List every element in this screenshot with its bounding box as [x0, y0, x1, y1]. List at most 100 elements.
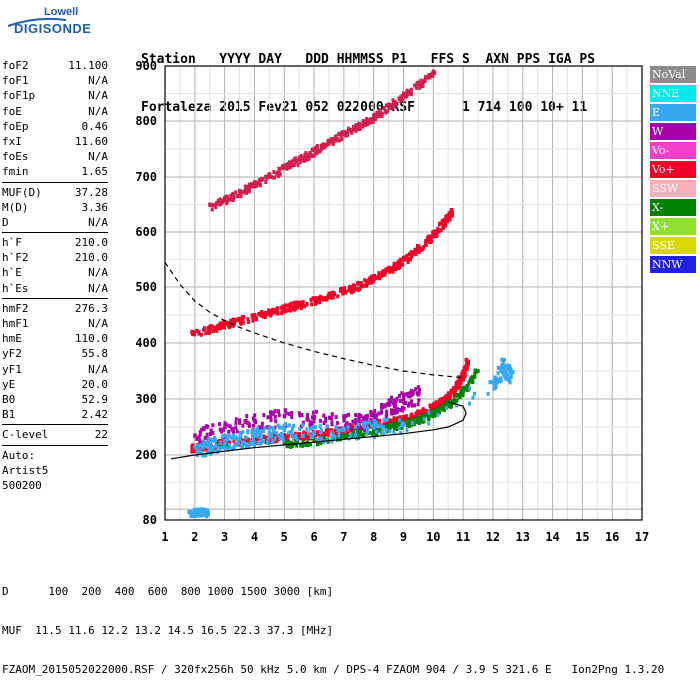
echo-point	[283, 408, 287, 413]
echo-point	[355, 123, 359, 128]
echo-point	[299, 306, 303, 311]
echo-point	[203, 435, 207, 440]
echo-point	[193, 433, 197, 438]
echo-point	[231, 433, 235, 438]
echo-point	[428, 73, 432, 78]
echo-point	[342, 286, 346, 292]
echo-point	[417, 249, 421, 254]
echo-point	[287, 160, 291, 165]
echo-point	[392, 398, 396, 403]
echo-point	[409, 399, 413, 404]
echo-point	[263, 426, 267, 431]
echo-point	[301, 439, 305, 444]
echo-point	[198, 432, 202, 437]
echo-point	[210, 324, 214, 329]
echo-point	[207, 330, 211, 335]
echo-point	[254, 315, 258, 320]
echo-point	[501, 371, 505, 376]
echo-point	[417, 387, 421, 392]
echo-point	[448, 394, 452, 399]
echo-point	[398, 415, 402, 420]
echo-point	[370, 274, 374, 279]
echo-point	[417, 420, 421, 425]
echo-point	[500, 357, 504, 362]
echo-point	[259, 313, 263, 318]
echo-point	[296, 158, 300, 163]
echo-point	[409, 92, 413, 97]
param-value: 11.100	[68, 59, 108, 72]
echo-point	[214, 205, 218, 210]
echo-point	[281, 438, 285, 443]
echo-point	[461, 369, 466, 374]
echo-point	[309, 442, 313, 447]
echo-point	[281, 166, 285, 171]
echo-point	[265, 176, 269, 181]
echo-point	[350, 130, 354, 135]
echo-point	[420, 413, 424, 418]
echo-point	[384, 109, 388, 114]
echo-point	[413, 403, 417, 408]
echo-point	[399, 417, 403, 422]
echo-point	[201, 511, 205, 516]
echo-point	[500, 363, 504, 368]
param-row-fxi: fxI 11.60	[2, 134, 108, 149]
echo-point	[191, 510, 195, 515]
footer-distance-line: D 100 200 400 600 800 1000 1500 3000 [km…	[2, 585, 334, 598]
echo-point	[375, 429, 379, 434]
echo-point	[357, 417, 361, 422]
echo-point	[410, 388, 414, 393]
echo-point	[417, 398, 421, 403]
echo-point	[193, 447, 197, 452]
x-tick-label: 5	[281, 530, 288, 544]
echo-point	[272, 427, 276, 432]
echo-point	[414, 252, 418, 257]
x-tick-label: 17	[635, 530, 649, 544]
echo-point	[311, 425, 315, 430]
echo-point	[351, 426, 355, 431]
echo-point	[337, 132, 341, 137]
echo-point	[211, 203, 215, 208]
echo-point	[290, 427, 294, 432]
y-tick-label: 300	[135, 392, 157, 406]
echo-point	[401, 400, 405, 405]
echo-point	[323, 433, 327, 438]
param-label: foE	[2, 104, 22, 118]
echo-point	[394, 410, 398, 415]
echo-point	[297, 432, 302, 437]
density-profile-curve	[170, 401, 467, 460]
echo-point	[476, 369, 480, 374]
echo-point	[247, 444, 251, 449]
echo-point	[258, 183, 262, 188]
param-row-fof1: foF1 N/A	[2, 73, 108, 88]
echo-point	[312, 419, 316, 424]
echo-point	[334, 415, 338, 420]
echo-point	[319, 147, 323, 152]
echo-point	[335, 421, 339, 426]
echo-point	[444, 215, 448, 220]
echo-point	[387, 426, 391, 431]
echo-point	[473, 372, 477, 377]
echo-point	[402, 397, 406, 402]
echo-point	[255, 180, 259, 185]
echo-point	[349, 128, 353, 133]
echo-point	[346, 433, 350, 438]
echo-point	[323, 142, 327, 147]
echo-point	[322, 440, 326, 445]
echo-point	[379, 410, 383, 415]
echo-point	[352, 289, 356, 294]
echo-point	[416, 80, 421, 85]
echo-point	[502, 369, 506, 374]
echo-point	[268, 311, 272, 316]
echo-point	[297, 300, 302, 306]
echo-point	[266, 415, 270, 420]
echo-point	[370, 423, 374, 428]
echo-point	[311, 415, 315, 420]
echo-point	[333, 434, 337, 439]
echo-point	[232, 445, 236, 450]
echo-point	[234, 421, 238, 426]
echo-point	[297, 411, 301, 416]
echo-point	[287, 412, 291, 417]
echo-point	[293, 307, 297, 312]
param-label: foF2	[2, 59, 29, 72]
echo-point	[402, 406, 406, 411]
